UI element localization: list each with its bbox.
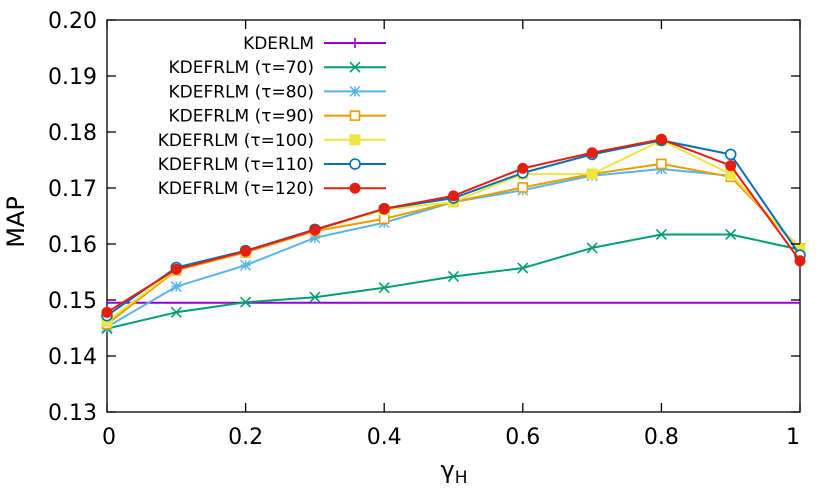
legend-item: KDEFRLM (τ=90)	[169, 107, 386, 127]
y-axis-label: MAP	[2, 196, 30, 248]
y-tick-label: 0.14	[48, 345, 97, 370]
data-point	[240, 296, 252, 308]
y-tick-label: 0.13	[48, 401, 97, 426]
data-point	[309, 291, 321, 303]
legend-label: KDERLM	[243, 34, 314, 54]
data-point	[725, 160, 737, 172]
legend-label: KDEFRLM (τ=100)	[158, 131, 314, 151]
legend-item: KDEFRLM (τ=80)	[169, 82, 386, 102]
data-point	[586, 147, 598, 159]
x-tick-label: 0.8	[644, 425, 679, 450]
data-point	[378, 213, 390, 225]
x-axis-label: γH	[441, 456, 468, 488]
data-point	[101, 306, 113, 318]
data-point	[170, 281, 182, 293]
legend-marker	[350, 38, 360, 48]
legend-marker	[349, 182, 361, 194]
data-point	[725, 228, 737, 241]
series-1	[101, 228, 806, 335]
legend-label: KDEFRLM (τ=120)	[158, 179, 314, 199]
x-tick-label: 1	[786, 425, 800, 450]
legend-label: KDEFRLM (τ=110)	[158, 155, 314, 175]
series-line	[106, 233, 801, 330]
x-tick-label: 0	[102, 425, 116, 450]
data-point	[655, 228, 667, 241]
legend-label: KDEFRLM (τ=90)	[169, 107, 315, 127]
data-point	[656, 158, 667, 170]
data-point	[447, 270, 460, 283]
y-tick-label: 0.16	[48, 233, 97, 258]
data-point	[309, 232, 321, 244]
legend-item: KDEFRLM (τ=110)	[158, 155, 386, 175]
legend-marker	[349, 85, 361, 97]
y-tick-label: 0.20	[48, 9, 97, 34]
y-tick-label: 0.17	[48, 177, 97, 202]
y-tick-label: 0.19	[48, 65, 97, 90]
legend-label: KDEFRLM (τ=70)	[169, 58, 315, 78]
data-point	[517, 262, 529, 274]
data-point	[240, 245, 252, 257]
legend-label: KDEFRLM (τ=80)	[169, 82, 315, 102]
x-tick-label: 0.4	[367, 425, 402, 450]
plot-border	[106, 19, 801, 413]
data-point	[724, 148, 737, 161]
x-tick-label: 0.2	[228, 425, 263, 450]
legend-item: KDEFRLM (τ=120)	[158, 179, 386, 199]
legend-item: KDEFRLM (τ=100)	[158, 131, 386, 151]
data-point	[517, 162, 529, 174]
y-tick-label: 0.15	[48, 289, 97, 314]
data-point	[170, 306, 182, 318]
data-point	[655, 133, 667, 145]
series-6	[101, 133, 806, 318]
data-point	[586, 242, 598, 254]
data-point	[794, 255, 806, 267]
legend-marker	[349, 61, 361, 73]
data-point	[309, 224, 321, 236]
data-point	[586, 168, 598, 180]
data-point	[517, 182, 529, 193]
x-tick-label: 0.6	[505, 425, 540, 450]
data-point	[170, 263, 182, 275]
legend-item: KDEFRLM (τ=70)	[169, 58, 386, 78]
data-point	[378, 282, 390, 294]
legend-marker	[349, 158, 361, 170]
data-point	[448, 190, 459, 202]
data-point	[240, 259, 252, 271]
legend-marker	[349, 134, 361, 146]
data-point	[378, 203, 390, 215]
legend-marker	[349, 110, 361, 121]
legend-item: KDERLM	[243, 34, 386, 54]
y-tick-label: 0.18	[48, 121, 97, 146]
